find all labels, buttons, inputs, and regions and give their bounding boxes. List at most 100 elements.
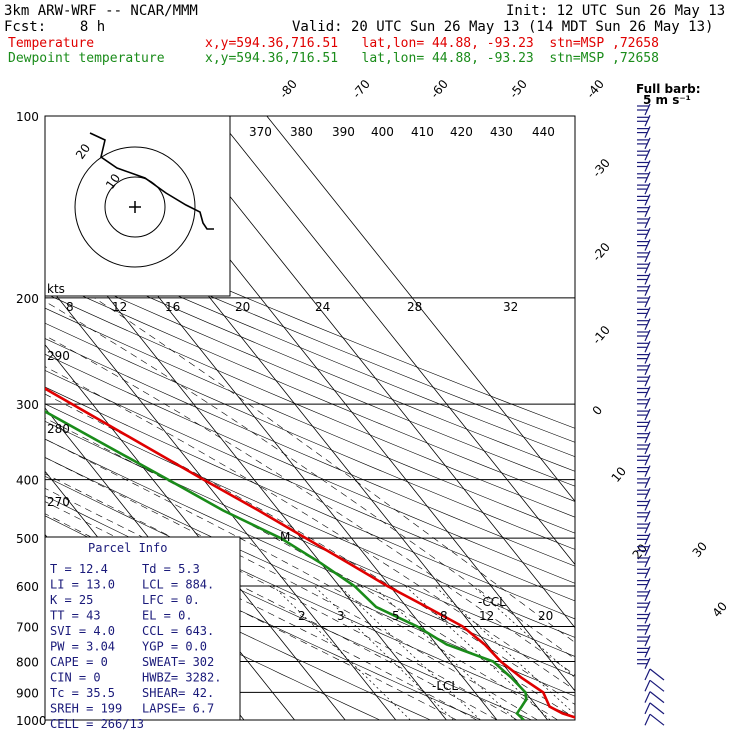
dry-adiabat <box>45 438 575 677</box>
wind-barb <box>637 352 651 364</box>
barb-staff <box>644 205 651 217</box>
parcel-value: PW = 3.04 <box>50 640 115 654</box>
barb-staff <box>644 634 651 647</box>
hodograph-marker: M <box>280 530 290 544</box>
mixing-ratio-line <box>272 585 411 720</box>
barb-staff <box>644 521 651 534</box>
barb-staff <box>644 307 651 319</box>
wind-barb <box>637 386 651 398</box>
parcel-value: CCL = 643. <box>142 624 214 638</box>
parcel-value: LAPSE= 6.7 <box>142 702 214 716</box>
wind-barb <box>637 521 651 534</box>
temperature-axis-label: -60 <box>428 77 451 101</box>
valid-time: Valid: 20 UTC Sun 26 May 13 (14 MDT Sun … <box>292 19 714 35</box>
mixing-ratio-label: 8 <box>440 609 448 623</box>
pressure-label: 900 <box>16 686 39 700</box>
hodograph-frame <box>44 115 231 297</box>
barb-staff <box>644 182 651 195</box>
hodograph-center <box>129 201 141 213</box>
barb-staff <box>644 329 651 342</box>
barb-staff <box>644 261 651 274</box>
temperature-axis-label: -10 <box>590 323 613 347</box>
barb-staff <box>644 126 651 138</box>
parcel-value: HWBZ= 3282. <box>142 671 221 685</box>
hodograph-trace <box>89 132 214 230</box>
barb-staff <box>644 567 651 579</box>
mixing-ratio-label: 5 <box>392 609 400 623</box>
wind-legend-units: 5 m s⁻¹ <box>643 93 691 107</box>
dry-adiabat <box>45 403 575 638</box>
parcel-value: SHEAR= 42. <box>142 686 214 700</box>
hodograph-axis-tick: 8 <box>66 300 74 314</box>
wind-barb <box>637 533 651 545</box>
wind-barb <box>644 679 665 692</box>
barb-flag <box>649 713 665 726</box>
hodograph-ring <box>104 176 166 238</box>
wind-barb <box>637 544 651 556</box>
moist-adiabat <box>45 417 575 719</box>
parcel-box <box>44 536 241 721</box>
barb-staff <box>644 103 651 116</box>
barb-staff <box>644 273 651 285</box>
hodograph-axis-tick: 32 <box>503 300 518 314</box>
dry-adiabat <box>45 211 575 429</box>
hodograph-ring <box>74 146 196 268</box>
mixing-ratio-label: 12 <box>479 609 494 623</box>
moist-adiabat <box>45 457 538 720</box>
barb-staff <box>644 600 651 613</box>
hodograph-axis-tick: 16 <box>165 300 180 314</box>
wind-barb <box>637 103 651 116</box>
barb-staff <box>644 115 651 127</box>
theta-label: 390 <box>332 125 355 139</box>
wind-barb <box>637 442 651 455</box>
mixing-ratio-line <box>472 585 575 679</box>
barb-staff <box>644 646 651 658</box>
wind-barb <box>637 634 651 647</box>
isotherm <box>45 217 447 720</box>
wind-barb <box>637 578 651 590</box>
wind-barb <box>637 487 651 500</box>
barb-staff <box>644 442 651 455</box>
wind-barb <box>637 137 651 150</box>
dry-adiabat <box>45 386 575 620</box>
parcel-title: Parcel Info <box>88 541 167 555</box>
theta-label: 440 <box>532 125 555 139</box>
pressure-label: 700 <box>16 620 39 634</box>
dry-adiabat <box>45 457 575 697</box>
wind-barb <box>637 567 651 579</box>
barb-staff <box>644 691 651 703</box>
barb-staff <box>644 544 651 556</box>
wind-barb <box>637 205 651 217</box>
parcel-value: LCL = 884. <box>142 578 214 592</box>
hodograph-axis-tick: 24 <box>315 300 330 314</box>
theta-left-label: 270 <box>47 495 70 509</box>
mixing-ratio-label: 3 <box>337 609 345 623</box>
dry-adiabat <box>45 278 575 502</box>
wind-barb <box>637 420 651 432</box>
barb-staff <box>644 194 651 206</box>
wind-barbs <box>637 103 665 726</box>
barb-flag <box>649 691 665 704</box>
barb-staff <box>644 318 651 330</box>
temperature-axis-label: 40 <box>710 599 731 620</box>
moist-adiabat <box>45 438 558 720</box>
wind-barb <box>637 510 651 523</box>
barb-staff <box>644 612 651 624</box>
wind-barb <box>637 148 651 161</box>
barb-staff <box>644 363 651 376</box>
isotherm <box>45 344 346 720</box>
init-time: Init: 12 UTC Sun 26 May 13 <box>506 3 726 19</box>
dry-adiabat <box>45 322 575 550</box>
isotherm <box>215 116 575 566</box>
wind-barb <box>637 465 651 477</box>
moist-adiabat <box>94 297 575 643</box>
barb-staff <box>644 680 651 692</box>
wind-barb <box>637 171 651 184</box>
dewpoint-legend: Dewpoint temperature <box>8 51 165 66</box>
barb-staff <box>644 352 651 364</box>
barb-staff <box>644 713 651 726</box>
pressure-label: 800 <box>16 655 39 669</box>
parcel-value: LFC = 0. <box>142 593 200 607</box>
temperature-legend: Temperature <box>8 36 95 51</box>
